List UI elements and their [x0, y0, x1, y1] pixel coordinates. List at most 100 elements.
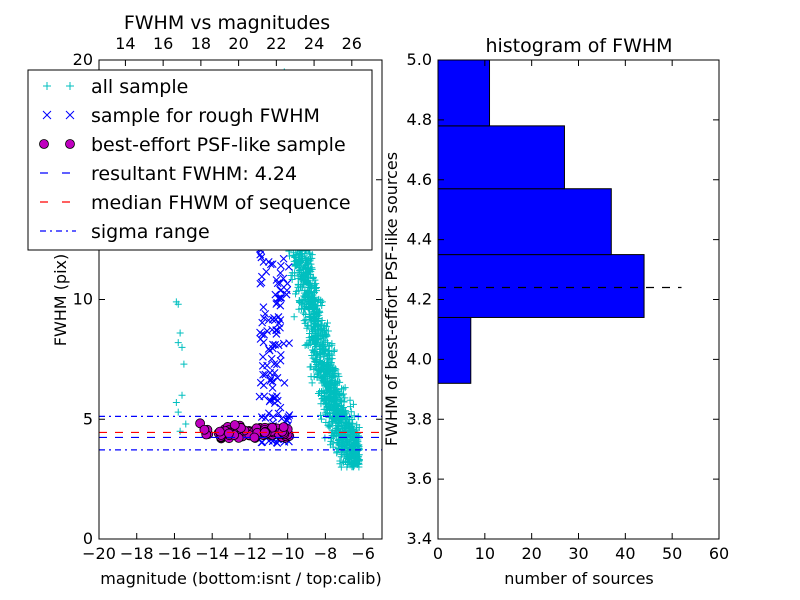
all-sample-point	[339, 458, 347, 466]
all-sample-point	[305, 279, 313, 287]
top-x-tick-label: 24	[304, 34, 324, 53]
all-sample-point	[303, 276, 311, 284]
best-effort-sample-point	[278, 422, 289, 432]
x-tick-label: −12	[233, 544, 267, 563]
all-sample-point	[318, 322, 326, 330]
best-effort-sample-point	[229, 420, 240, 430]
all-sample-point	[309, 275, 317, 283]
all-sample-point	[313, 312, 321, 320]
all-sample-point	[307, 336, 315, 344]
all-sample-point	[311, 341, 319, 349]
all-sample-point	[324, 347, 332, 355]
rough-sample-point	[282, 415, 291, 424]
all-sample-point	[341, 423, 349, 431]
legend-entry: sample for rough FWHM	[91, 105, 320, 127]
rough-sample-point	[273, 373, 282, 382]
all-sample-point	[346, 396, 354, 404]
rough-sample-point	[263, 361, 271, 370]
x-tick-label: −8	[314, 544, 338, 563]
rough-sample-point	[277, 261, 285, 270]
all-sample-point	[306, 310, 314, 318]
scatter-panel: FWHM vs magnitudes −20 −18 −16 −14 −12 −10 −8−…	[27, 12, 383, 588]
y-tick-label: 4.6	[407, 170, 432, 189]
rough-sample-point	[262, 267, 271, 276]
all-sample-point	[311, 363, 319, 371]
all-sample-point	[327, 437, 335, 445]
x-tick-label: 20	[521, 544, 541, 563]
all-sample-point	[316, 308, 324, 316]
all-sample-point	[318, 298, 326, 306]
all-sample-point	[325, 381, 333, 389]
scatter-ticks: −20−18−16−14−12−10−8−6051015201416182022…	[73, 34, 382, 563]
all-sample-point	[303, 341, 311, 349]
y-tick-label: 4.4	[407, 230, 432, 249]
legend-marker	[65, 139, 75, 149]
all-sample-point	[336, 457, 344, 465]
all-sample-point	[341, 394, 349, 402]
all-sample-point	[178, 343, 186, 351]
legend-entry: all sample	[91, 76, 188, 98]
y-tick-label: 5.0	[407, 50, 432, 69]
rough-sample-point	[276, 403, 285, 412]
all-sample-point	[333, 449, 341, 457]
all-sample-point	[324, 421, 332, 429]
rough-sample-point	[264, 258, 273, 266]
all-sample-point	[307, 296, 315, 304]
histogram-title: histogram of FWHM	[485, 35, 672, 57]
rough-sample-point	[268, 260, 277, 269]
all-sample-point	[350, 412, 358, 420]
rough-sample-point	[266, 377, 275, 385]
all-sample-point	[319, 340, 327, 348]
all-sample-point	[343, 463, 351, 471]
all-sample-point	[324, 380, 332, 388]
all-sample-point	[307, 373, 315, 381]
rough-sample-point	[271, 290, 280, 299]
x-tick-label: −16	[158, 544, 192, 563]
all-sample-point	[294, 269, 302, 277]
rough-sample-point	[285, 411, 294, 419]
x-tick-label: 40	[615, 544, 635, 563]
all-sample-point	[330, 369, 338, 377]
rough-sample-point	[259, 370, 267, 379]
y-tick-label: 20	[73, 50, 93, 69]
rough-sample-point	[259, 381, 268, 390]
all-sample-point	[336, 427, 344, 435]
all-sample-point	[331, 408, 339, 416]
top-x-tick-label: 20	[228, 34, 248, 53]
rough-sample-point	[257, 413, 266, 421]
all-sample-point	[309, 273, 317, 281]
all-sample-point	[355, 424, 363, 432]
y-tick-label: 4.2	[407, 290, 432, 309]
all-sample-point	[323, 319, 331, 327]
histogram-bar	[437, 125, 565, 190]
all-sample-point	[317, 298, 325, 306]
all-sample-point	[340, 398, 348, 406]
y-tick-label: 4.0	[407, 349, 432, 368]
all-sample-point	[328, 414, 336, 422]
legend-marker	[43, 82, 51, 90]
x-tick-label: −20	[82, 544, 116, 563]
all-sample-point	[310, 304, 318, 312]
all-sample-point	[329, 383, 337, 391]
x-tick-label: 10	[475, 544, 495, 563]
all-sample-point	[305, 265, 313, 273]
rough-sample-point	[259, 338, 268, 347]
all-sample-point	[345, 441, 353, 449]
best-effort-sample-point	[223, 428, 234, 439]
all-sample-point	[319, 361, 327, 369]
y-tick-label: 3.8	[407, 409, 432, 428]
all-sample-point	[315, 388, 323, 396]
rough-sample-point	[266, 368, 274, 377]
all-sample-point	[302, 261, 310, 269]
rough-sample-point	[256, 250, 265, 259]
all-sample-point	[329, 368, 337, 376]
all-sample-point	[343, 451, 351, 459]
histogram-ticks: 0 10 20 30 40 50 60 3.4 3.6 3.8 4.0 4.2 4.4 4.6 4.8 5.0	[407, 50, 730, 563]
histogram-bars	[437, 59, 682, 384]
all-sample-point	[294, 258, 302, 266]
legend: all sample sample for rough FWHM best-effo…	[27, 69, 373, 251]
all-sample-point	[314, 321, 322, 329]
all-sample-point	[340, 435, 348, 443]
y-tick-label: 4.8	[407, 110, 432, 129]
all-sample-point	[180, 360, 188, 368]
